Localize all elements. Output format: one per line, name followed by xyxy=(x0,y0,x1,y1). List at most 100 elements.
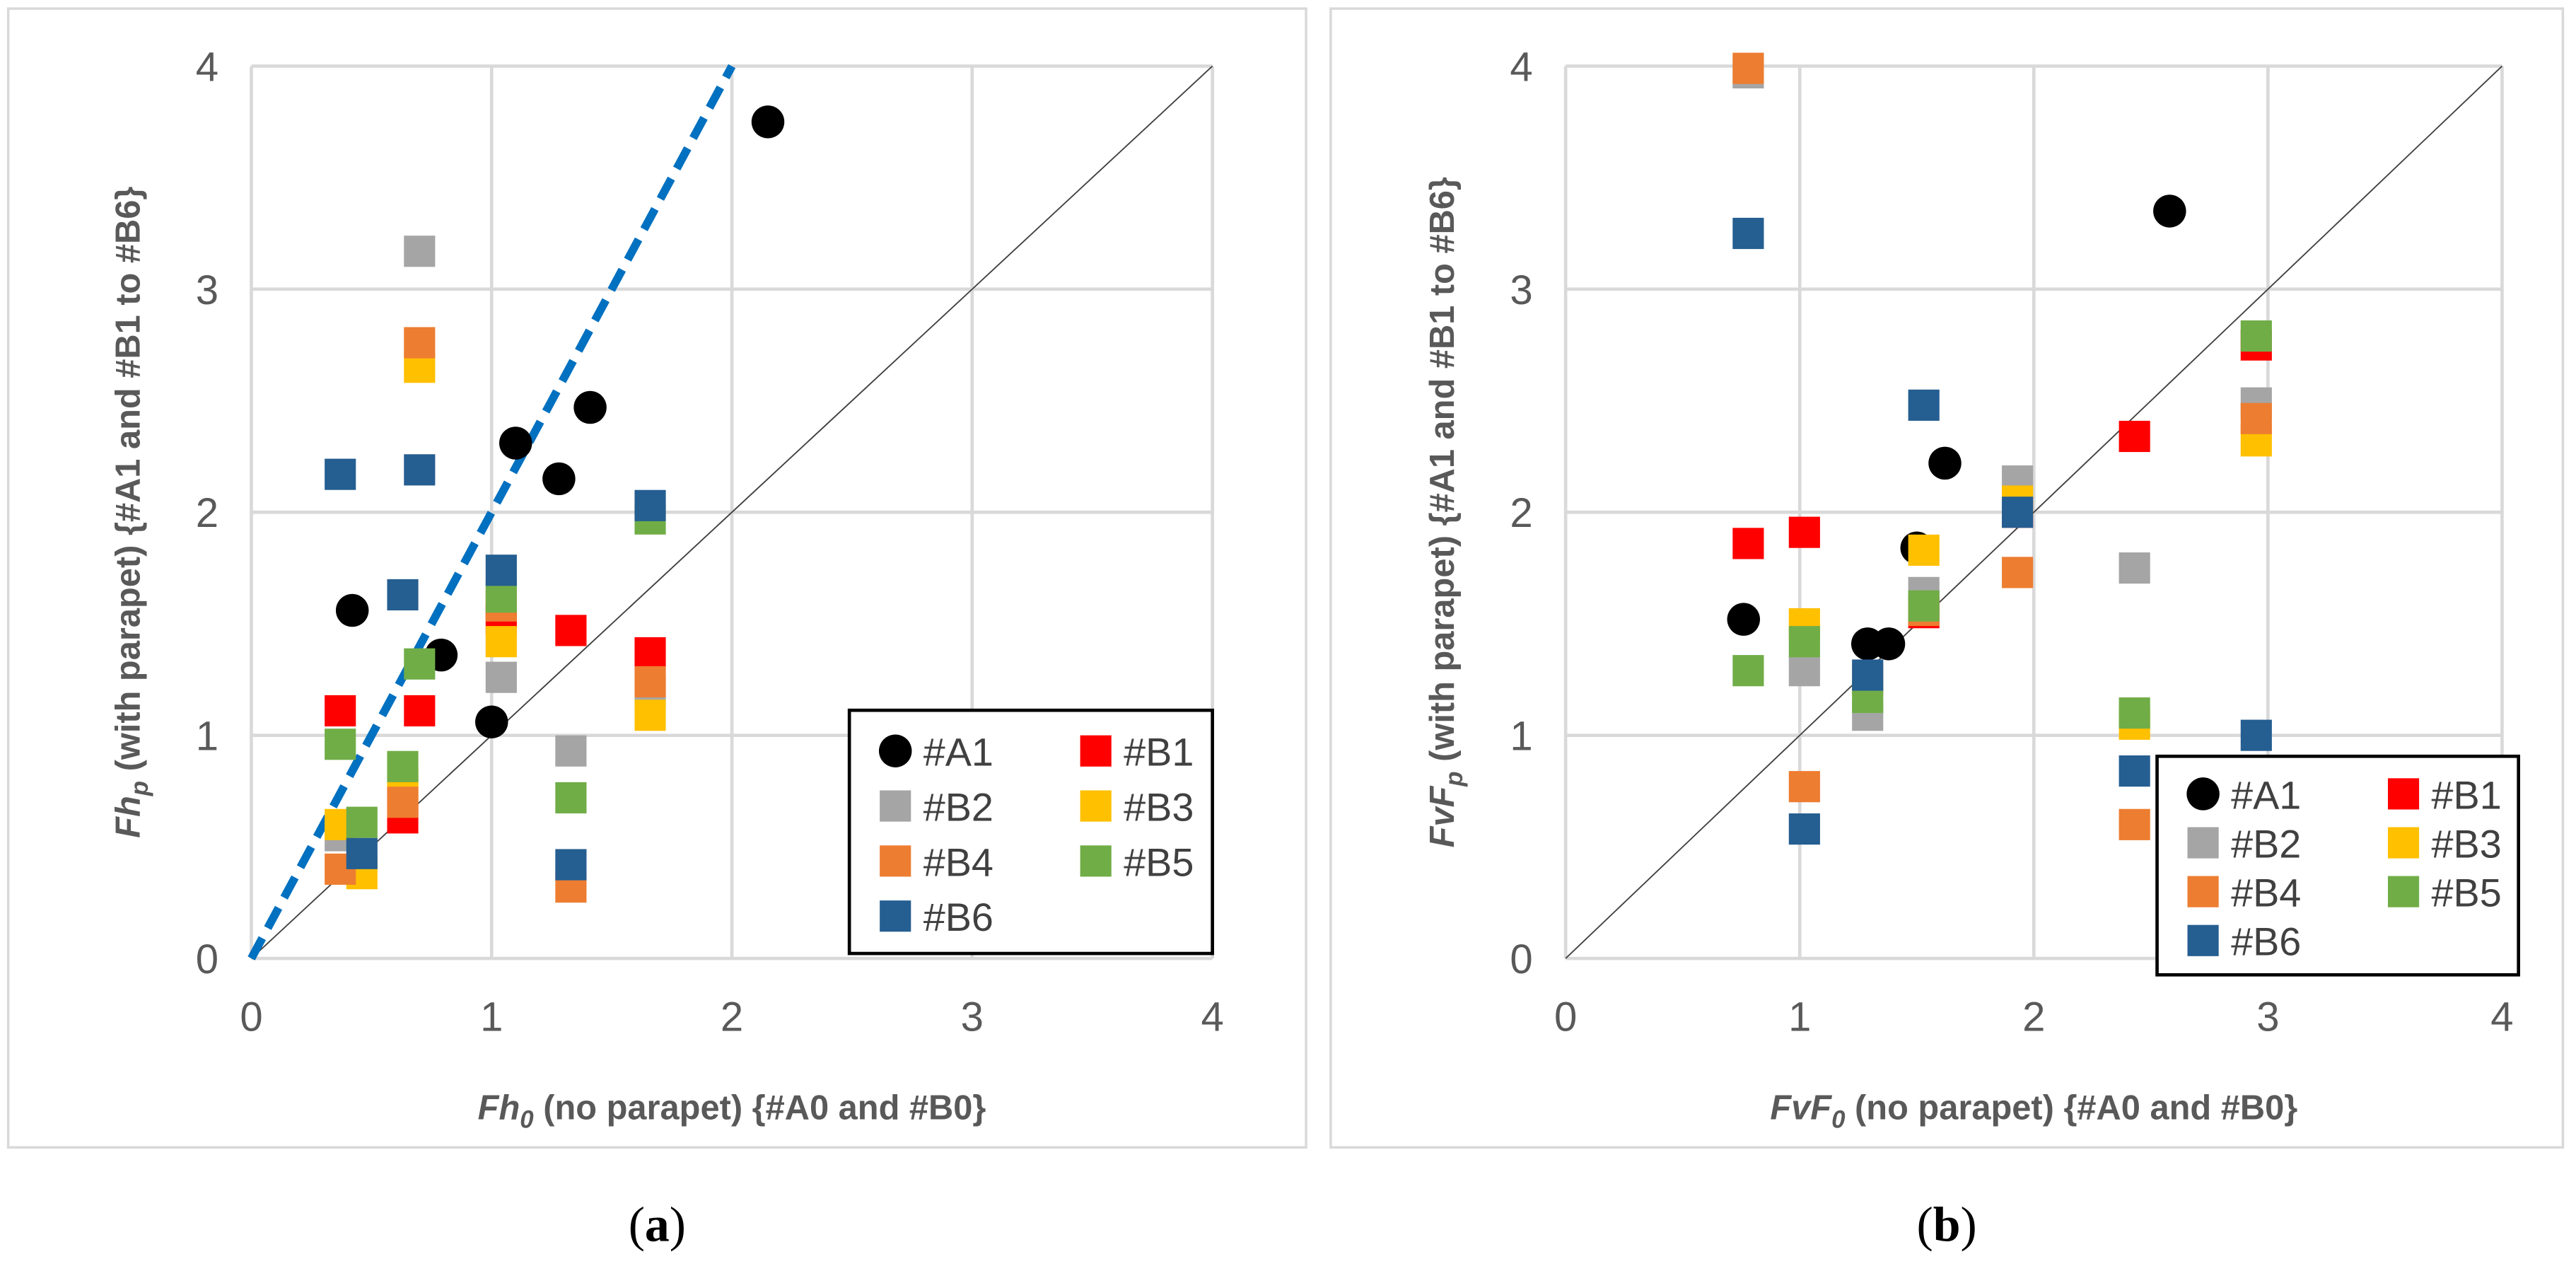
x-tick-label: 4 xyxy=(2490,994,2513,1040)
caption-open: ( xyxy=(1917,1198,1933,1253)
data-point xyxy=(634,637,666,669)
legend-label: #B6 xyxy=(2231,920,2301,964)
data-point xyxy=(542,462,576,496)
data-point xyxy=(499,426,532,460)
y-tick-label: 2 xyxy=(196,490,218,536)
x-tick-label: 2 xyxy=(721,994,743,1040)
data-point xyxy=(1732,52,1764,84)
y-tick-label: 3 xyxy=(1510,267,1532,313)
legend-item: #B1 xyxy=(1080,731,1194,774)
legend-label: #A1 xyxy=(923,731,993,774)
x-tick-label: 3 xyxy=(961,994,984,1040)
legend-item: #B2 xyxy=(2187,822,2301,866)
data-point xyxy=(1727,603,1760,636)
data-point xyxy=(404,648,436,680)
legend-label: #B5 xyxy=(2432,871,2502,915)
legend-item: #A1 xyxy=(2186,773,2301,817)
reference-line-1-to-1 xyxy=(1565,65,2503,959)
x-tick-label: 1 xyxy=(480,994,503,1040)
legend-item: #B6 xyxy=(880,895,993,939)
series-b6 xyxy=(1732,217,2272,845)
x-axis-label-var: FvF xyxy=(1770,1089,1832,1127)
legend-marker xyxy=(2387,876,2420,907)
y-axis-label-rest: (with parapet) {#A1 and #B1 to #B6} xyxy=(1423,177,1462,771)
legend-item: #B6 xyxy=(2187,920,2301,964)
legend-item: #B1 xyxy=(2387,773,2502,817)
legend-marker xyxy=(2187,876,2219,907)
legend-label: #B4 xyxy=(923,840,993,884)
data-point xyxy=(555,849,587,881)
data-point xyxy=(404,236,436,267)
legend-marker xyxy=(880,900,911,932)
data-point xyxy=(573,390,607,424)
data-point xyxy=(2002,557,2034,588)
data-point xyxy=(404,454,436,486)
legend-marker xyxy=(1080,735,1112,767)
legend-label: #B2 xyxy=(923,785,993,829)
legend-marker xyxy=(2187,924,2219,956)
data-point xyxy=(485,661,517,693)
legend-label: #B3 xyxy=(1124,785,1194,829)
data-point xyxy=(2119,420,2150,453)
legend-item: #B2 xyxy=(880,785,993,829)
x-axis-label-sub: 0 xyxy=(520,1105,534,1133)
y-axis-label-var: Fh xyxy=(109,796,147,838)
data-point xyxy=(555,615,587,646)
data-point xyxy=(485,555,517,586)
legend-marker xyxy=(1080,845,1112,877)
data-point xyxy=(2002,497,2034,528)
legend-marker xyxy=(2187,827,2219,859)
y-tick-label: 4 xyxy=(1510,44,1532,90)
data-point xyxy=(325,695,356,727)
legend-item: #B3 xyxy=(1080,785,1194,829)
x-axis-label-rest: (no parapet) {#A0 and #B0} xyxy=(1845,1089,2297,1127)
x-axis-label: Fh0 (no parapet) {#A0 and #B0} xyxy=(478,1089,986,1134)
data-point xyxy=(1732,217,1764,250)
y-tick-label: 1 xyxy=(1510,714,1532,760)
data-point xyxy=(404,695,436,727)
legend-item: #B5 xyxy=(2387,871,2502,915)
x-tick-label: 1 xyxy=(1788,994,1811,1040)
data-point xyxy=(1788,516,1820,548)
data-point xyxy=(1908,590,1940,622)
legend-marker xyxy=(2387,827,2420,859)
legend: #A1 #B1 #B2 #B3 #B4 #B5 #B6 xyxy=(2155,754,2521,977)
reference-line-2-to-1 xyxy=(247,64,736,960)
series-a1 xyxy=(335,105,785,738)
legend-label: #B2 xyxy=(2231,822,2301,866)
data-point xyxy=(634,489,666,521)
y-tick-label: 0 xyxy=(196,936,218,982)
legend-marker xyxy=(880,845,911,877)
series-b5 xyxy=(1732,320,2272,729)
data-point xyxy=(751,105,785,139)
data-point xyxy=(1788,626,1820,658)
x-tick-label: 3 xyxy=(2256,994,2279,1040)
legend-marker xyxy=(880,790,911,822)
data-point xyxy=(325,729,356,760)
legend-marker xyxy=(1080,790,1112,822)
data-point xyxy=(2119,697,2150,729)
x-axis-label-var: Fh xyxy=(478,1089,520,1127)
legend-label: #B1 xyxy=(1124,731,1194,774)
data-point xyxy=(555,735,587,767)
data-point xyxy=(335,593,369,627)
panel-caption: (a) xyxy=(629,1198,686,1253)
legend-item: #B5 xyxy=(1080,840,1194,884)
data-point xyxy=(2153,195,2186,228)
legend-label: #B6 xyxy=(923,895,993,939)
legend-marker xyxy=(2387,778,2420,810)
data-point xyxy=(1732,655,1764,687)
data-point xyxy=(387,750,419,782)
x-axis-label-sub: 0 xyxy=(1831,1105,1846,1133)
x-tick-label: 0 xyxy=(240,994,262,1040)
caption-close: ) xyxy=(1961,1198,1977,1253)
y-tick-label: 3 xyxy=(196,267,218,313)
legend-label: #B1 xyxy=(2432,773,2502,817)
y-axis-label-var: FvF xyxy=(1423,785,1462,847)
y-axis-label-sub: p xyxy=(126,781,153,796)
data-point xyxy=(2240,320,2272,352)
data-point xyxy=(1852,659,1884,691)
data-point xyxy=(475,705,508,738)
